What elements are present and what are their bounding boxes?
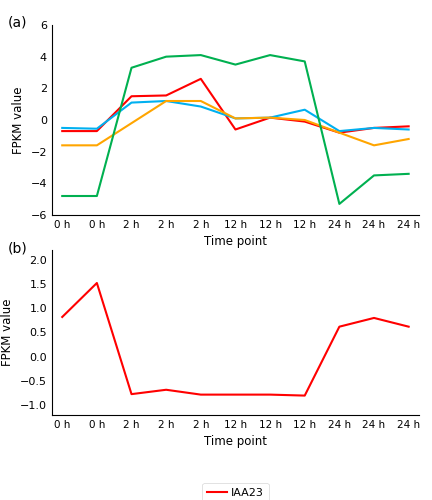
Y-axis label: FPKM value: FPKM value — [12, 86, 25, 154]
Legend: IAA23: IAA23 — [202, 484, 269, 500]
Text: (b): (b) — [8, 242, 28, 256]
X-axis label: Time point: Time point — [204, 236, 267, 248]
X-axis label: Time point: Time point — [204, 436, 267, 448]
Text: (a): (a) — [8, 16, 27, 30]
Y-axis label: FPKM value: FPKM value — [1, 298, 14, 366]
Legend: IAA11, IAA9, ARF5, GH3.8: IAA11, IAA9, ARF5, GH3.8 — [108, 282, 363, 300]
